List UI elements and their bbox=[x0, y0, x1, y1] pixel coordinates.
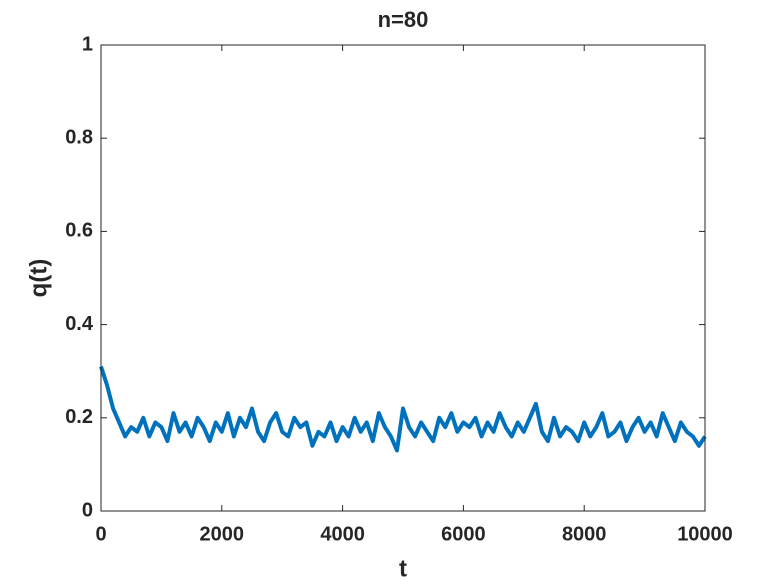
y-axis-label: q(t) bbox=[25, 259, 52, 298]
y-tick-label: 0.6 bbox=[65, 220, 93, 242]
chart-title: n=80 bbox=[378, 7, 429, 32]
x-tick-label: 4000 bbox=[320, 523, 365, 545]
data-line bbox=[99, 365, 707, 453]
axes-box bbox=[100, 44, 706, 512]
y-tick-label: 1 bbox=[82, 33, 93, 55]
y-tick-label: 0.8 bbox=[65, 126, 93, 148]
x-tick-label: 8000 bbox=[562, 523, 607, 545]
x-tick-label: 0 bbox=[95, 523, 106, 545]
x-tick-label: 6000 bbox=[441, 523, 486, 545]
x-axis-label: t bbox=[399, 555, 407, 582]
y-tick-label: 0.4 bbox=[65, 313, 94, 335]
y-tick-label: 0.2 bbox=[65, 406, 93, 428]
x-tick-label: 10000 bbox=[677, 523, 733, 545]
y-tick-label: 0 bbox=[82, 499, 93, 521]
x-tick-label: 2000 bbox=[200, 523, 245, 545]
